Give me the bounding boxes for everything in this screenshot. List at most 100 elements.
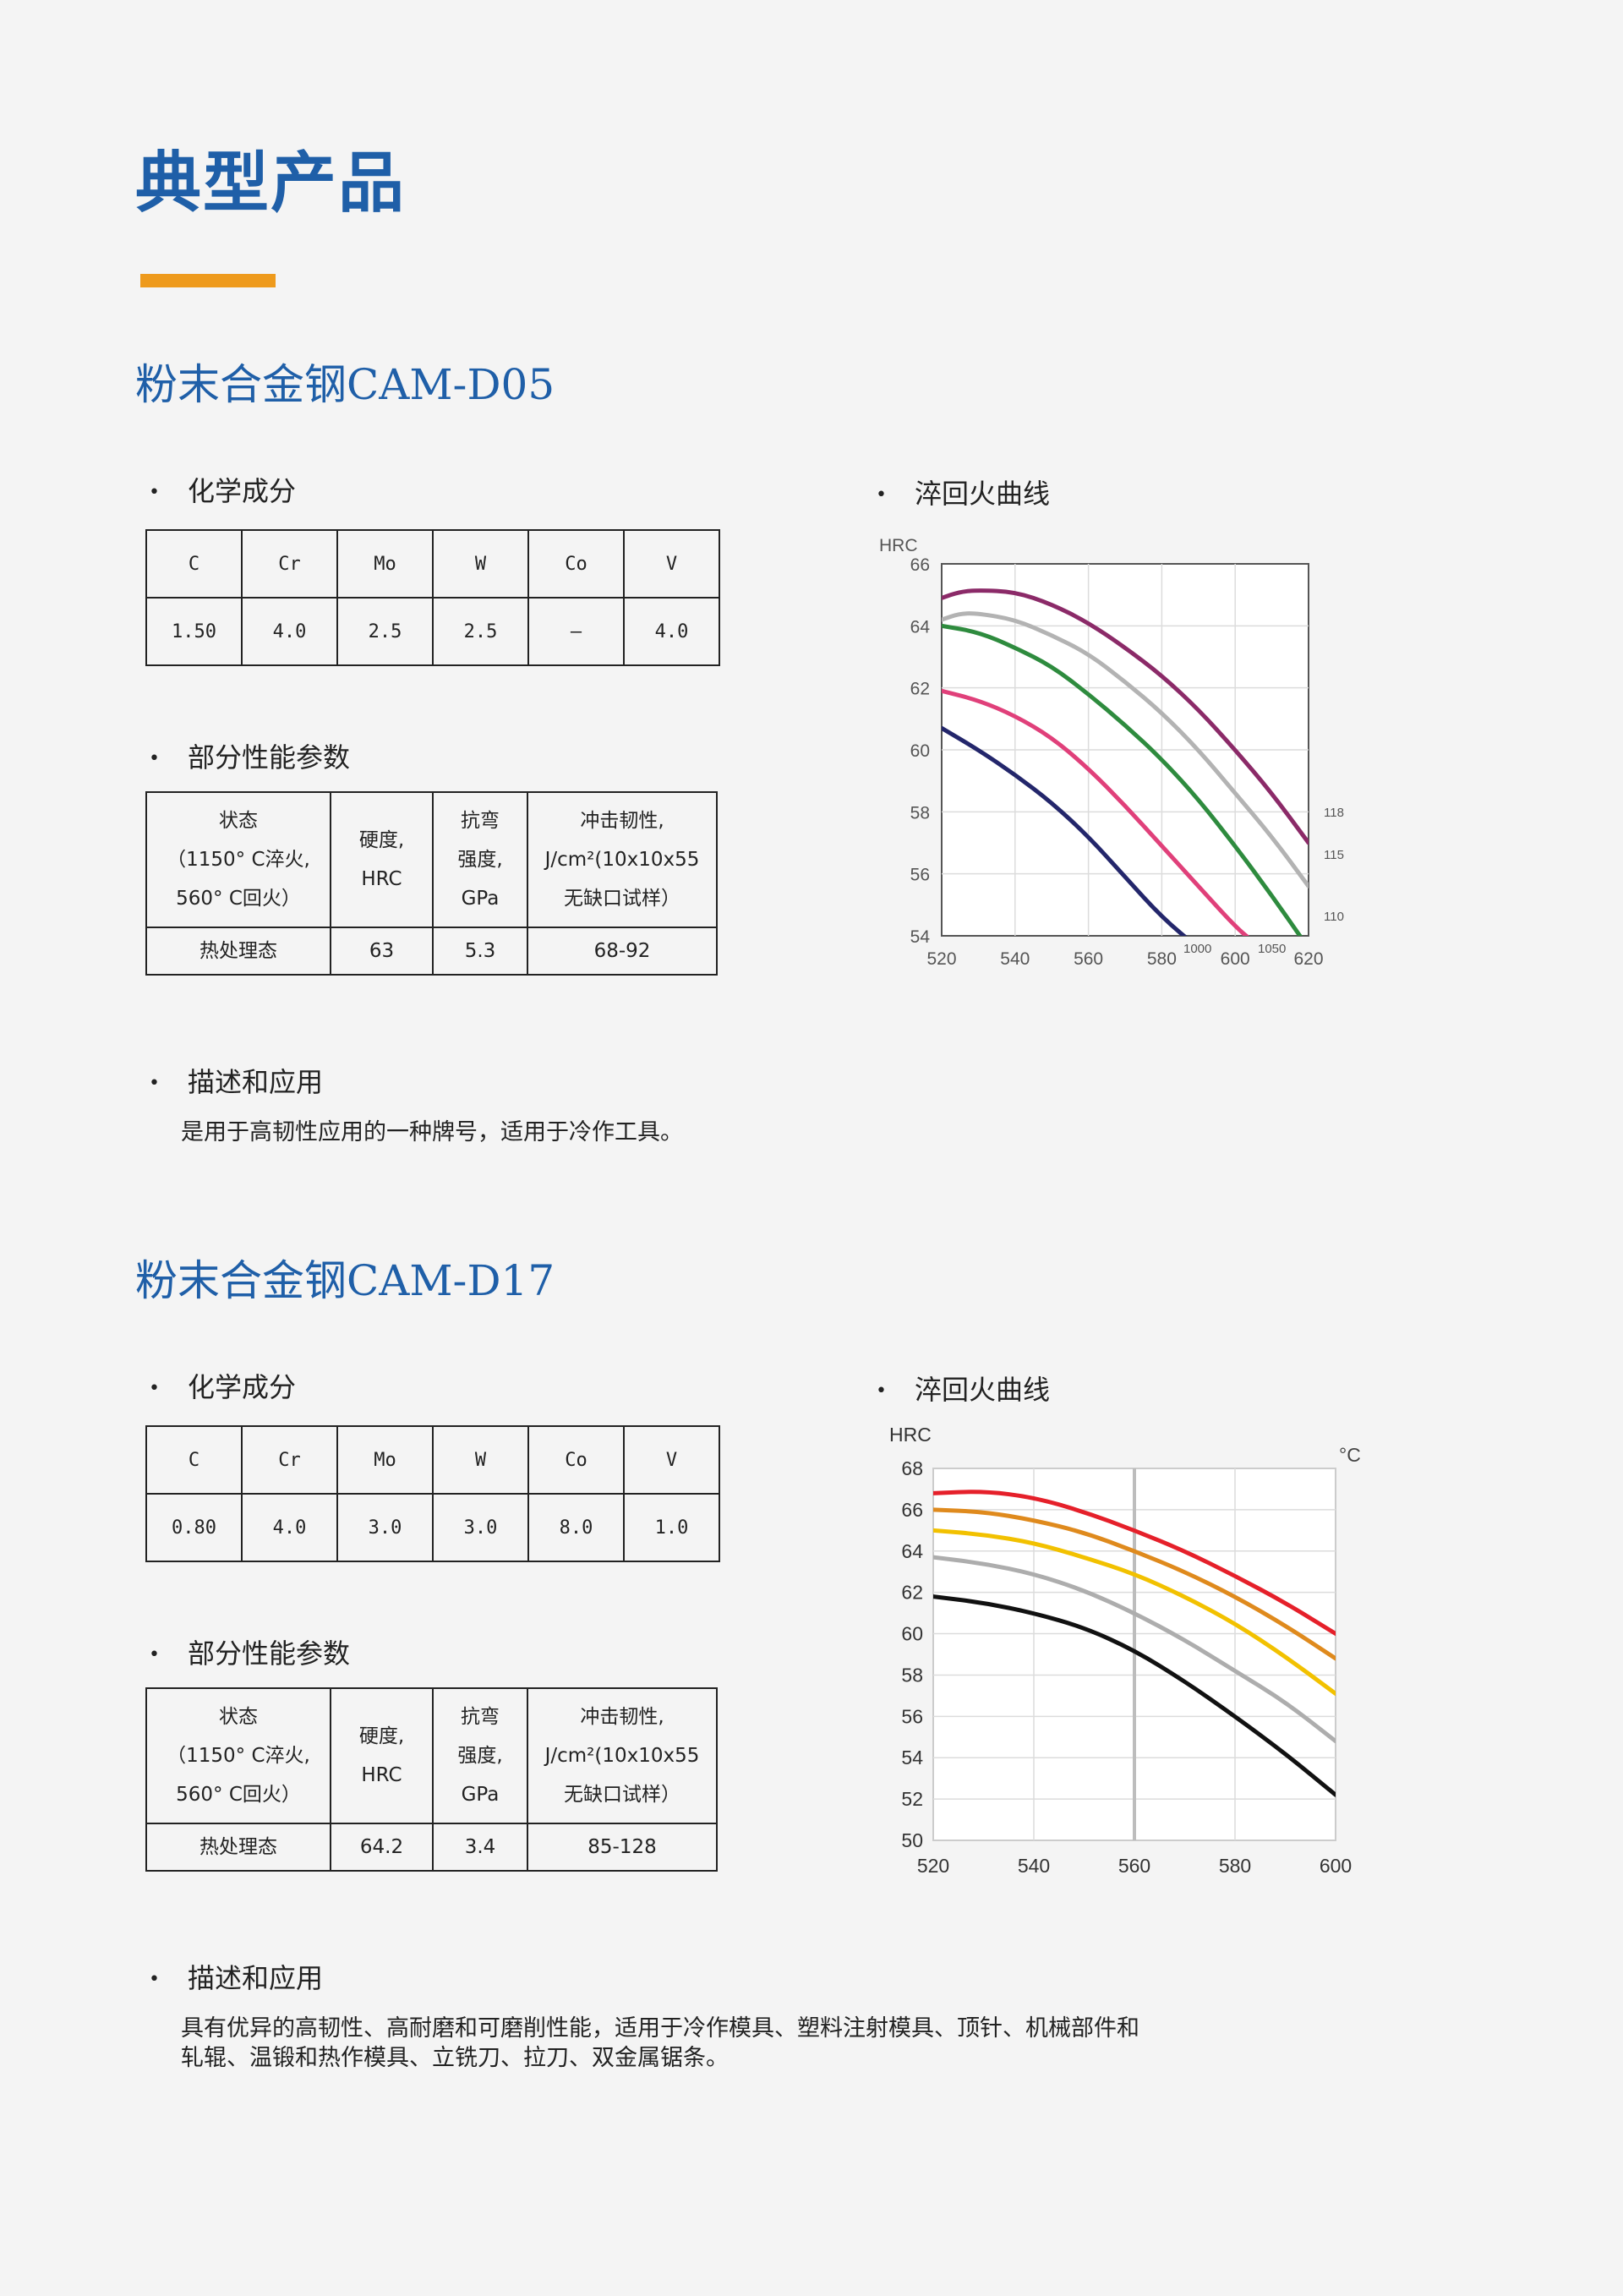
series-line-1050 (933, 1555, 1336, 1744)
y-tick-label: 62 (910, 680, 930, 699)
y-tick-label: 60 (910, 741, 930, 761)
prop-header-line: 抗弯 (461, 1706, 500, 1728)
prop-header-line: 无缺口试样） (564, 888, 680, 910)
prop-header-line: HRC (361, 1764, 402, 1786)
chem-header-cell: Mo (336, 529, 434, 599)
prop-value-cell: 3.4 (432, 1823, 528, 1872)
chem-value-cell: 4.0 (241, 597, 338, 666)
table-row: 热处理态 63 5.3 68-92 (145, 927, 718, 976)
x-tick-label: 540 (1000, 949, 1030, 969)
section-heading-text: 部分性能参数 (188, 1637, 351, 1670)
y-tick-label: 54 (910, 927, 931, 947)
chem-composition-table: C Cr Mo W Co V 0.80 4.0 3.0 3.0 8.0 1.0 (145, 1425, 720, 1562)
x-tick-label: 560 (1074, 949, 1103, 969)
bullet-dot-icon: • (149, 1378, 160, 1399)
section-heading-text: 部分性能参数 (188, 741, 351, 774)
chem-value-cell: 1.0 (623, 1493, 720, 1562)
tempering-curve-chart: 54 56 58 60 62 64 66 520 540 560 580 600 620 HRC 1180 1… (879, 536, 1344, 969)
prop-header-hardness: 硬度, HRC (330, 1687, 434, 1824)
x-tick-label: 600 (1320, 1855, 1352, 1877)
prop-value-cell: 68-92 (527, 927, 718, 976)
properties-table: 状态 （1150° C淬火, 560° C回火） 硬度, HRC 抗弯 强度, GPa 冲击韧性… (145, 1687, 718, 1872)
chem-header-cell: Co (527, 529, 625, 599)
prop-header-line: J/cm²(10x10x55 (544, 849, 700, 871)
tempering-curve-chart: 50 52 54 56 58 60 62 64 66 68 520 540 560 580 600 HRC °C… (889, 1424, 1361, 1877)
curve-label: 1000 (1183, 942, 1211, 956)
prop-header-line: 冲击韧性, (580, 1706, 664, 1728)
prop-header-line: 560° C回火） (176, 1784, 301, 1806)
prop-header-line: GPa (461, 1784, 500, 1806)
prop-header-hardness: 硬度, HRC (330, 791, 434, 928)
chem-value-cell: 1.50 (145, 597, 243, 666)
chem-value-cell: 2.5 (432, 597, 529, 666)
bullet-dot-icon: • (149, 748, 160, 769)
y-tick-label: 58 (901, 1664, 923, 1686)
prop-header-line: 状态 (219, 1706, 258, 1728)
table-row: 0.80 4.0 3.0 3.0 8.0 1.0 (145, 1493, 720, 1562)
description-text: 具有优异的高韧性、高耐磨和可磨削性能，适用于冷作模具、塑料注射模具、顶针、机械部… (181, 2014, 1139, 2073)
prop-header-impact: 冲击韧性, J/cm²(10x10x55 无缺口试样） (527, 791, 718, 928)
prop-header-bending: 抗弯 强度, GPa (432, 791, 528, 928)
bullet-dot-icon: • (876, 1380, 887, 1402)
title-accent-bar (140, 274, 276, 287)
prop-header-line: （1150° C淬火, (167, 849, 310, 871)
y-tick-label: 58 (910, 803, 930, 823)
curve-label: 1050 (1258, 942, 1286, 956)
chem-header-cell: Mo (336, 1425, 434, 1495)
prop-header-line: 冲击韧性, (580, 810, 664, 832)
table-header-row: 状态 （1150° C淬火, 560° C回火） 硬度, HRC 抗弯 强度, GPa 冲击韧性… (145, 1687, 718, 1824)
y-tick-label: 56 (910, 866, 930, 885)
y-tick-label: 52 (901, 1788, 923, 1810)
series-line-1180 (933, 1490, 1336, 1637)
prop-value-cell: 64.2 (330, 1823, 434, 1872)
bullet-dot-icon: • (149, 1644, 160, 1665)
section-heading-text: 淬回火曲线 (915, 478, 1051, 510)
chem-header-cell: V (623, 529, 720, 599)
x-tick-label: 580 (1219, 1855, 1251, 1877)
description-line: 轧辊、温锻和热作模具、立铣刀、拉刀、双金属锯条。 (181, 2045, 729, 2071)
section-heading-text: 描述和应用 (188, 1066, 324, 1098)
x-tick-label: 520 (917, 1855, 949, 1877)
y-tick-label: 50 (901, 1829, 923, 1851)
series-line-1100 (933, 1528, 1336, 1696)
chem-value-cell: — (527, 597, 625, 666)
series-line-1000 (942, 725, 1188, 936)
chem-header-cell: Cr (241, 1425, 338, 1495)
prop-value-cell: 85-128 (527, 1823, 718, 1872)
y-tick-label: 60 (901, 1623, 923, 1645)
bullet-dot-icon: • (149, 1969, 160, 1990)
prop-header-line: 抗弯 (461, 810, 500, 832)
chem-heading: • 化学成分 (149, 1374, 296, 1401)
chem-header-cell: V (623, 1425, 720, 1495)
product-title: 粉末合金钢CAM-D17 (135, 1256, 555, 1305)
y-axis-label: HRC (879, 536, 918, 555)
curve-label: 1150 (1324, 848, 1344, 862)
chem-value-cell: 3.0 (432, 1493, 529, 1562)
x-tick-label: 540 (1018, 1855, 1050, 1877)
prop-header-line: HRC (361, 868, 402, 890)
y-tick-label: 66 (901, 1499, 923, 1521)
y-tick-label: 54 (901, 1747, 923, 1768)
series-line-1100 (942, 623, 1303, 936)
properties-table: 状态 （1150° C淬火, 560° C回火） 硬度, HRC 抗弯 强度, GPa 冲击韧性… (145, 791, 718, 976)
bullet-dot-icon: • (876, 484, 887, 506)
prop-header-impact: 冲击韧性, J/cm²(10x10x55 无缺口试样） (527, 1687, 718, 1824)
prop-header-line: GPa (461, 888, 500, 910)
desc-heading: • 描述和应用 (149, 1965, 323, 1992)
prop-header-line: 强度, (457, 1745, 503, 1767)
section-heading-text: 化学成分 (188, 1371, 297, 1403)
chem-header-cell: W (432, 1425, 529, 1495)
series-line-1000 (933, 1594, 1336, 1797)
chem-header-cell: C (145, 529, 243, 599)
chem-header-cell: Cr (241, 529, 338, 599)
y-tick-label: 62 (901, 1582, 923, 1604)
series-line-1150 (933, 1507, 1336, 1661)
section-heading-text: 化学成分 (188, 475, 297, 507)
chem-value-cell: 4.0 (241, 1493, 338, 1562)
table-row: 热处理态 64.2 3.4 85-128 (145, 1823, 718, 1872)
y-tick-label: 68 (901, 1457, 923, 1479)
chem-header-cell: C (145, 1425, 243, 1495)
prop-header-line: 无缺口试样） (564, 1784, 680, 1806)
chart-heading: • 淬回火曲线 (876, 480, 1050, 507)
description-line: 具有优异的高韧性、高耐磨和可磨削性能，适用于冷作模具、塑料注射模具、顶针、机械部… (181, 2015, 1139, 2042)
